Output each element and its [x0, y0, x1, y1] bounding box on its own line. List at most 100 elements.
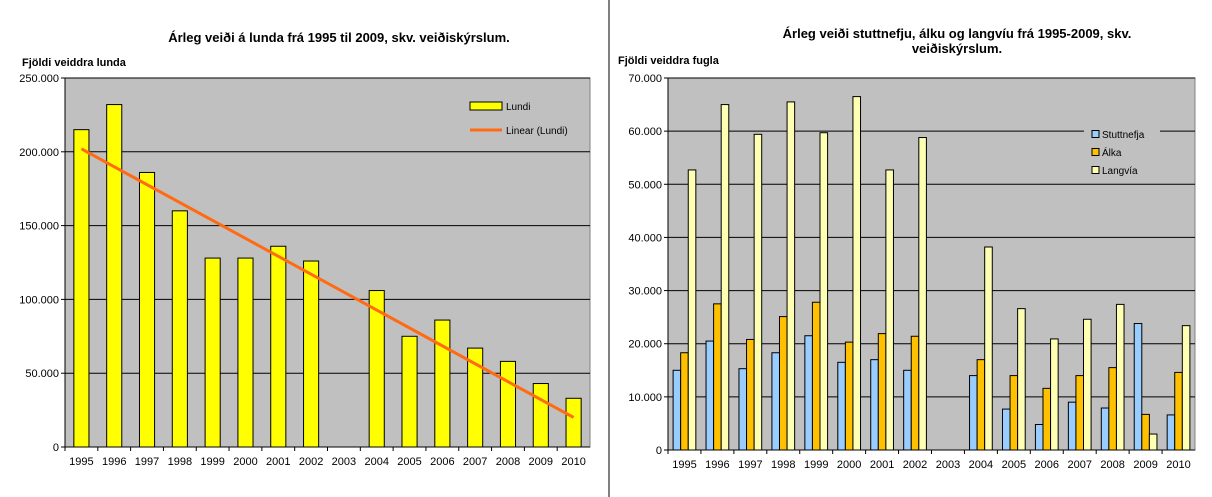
right-chart-bar-langv-a-2009	[1148, 433, 1158, 451]
left-chart-bar-lundi-2001	[270, 245, 287, 448]
right-chart-bar--lka-2007	[1075, 375, 1085, 451]
left-chart-bar-lundi-2006	[434, 319, 451, 448]
left-chart-bar-lundi-1999	[204, 257, 221, 448]
right-chart-bar--lka-2008	[1108, 367, 1117, 451]
right-chart-bar--lka-2004	[976, 359, 986, 451]
right-chart-title-line-1: Árleg veiði stuttnefju, álku og langvíu …	[783, 26, 1132, 41]
left-chart-xtick-label: 2003	[332, 456, 356, 468]
right-chart-bar-langv-a-1996	[720, 104, 730, 451]
right-chart-xtick-label: 2010	[1166, 459, 1190, 471]
right-chart-bar-stuttnefja-2000	[837, 361, 846, 451]
left-chart-bar-lundi-1997	[138, 171, 156, 448]
right-chart-xtick-label: 1996	[705, 459, 729, 471]
left-chart-bar-lundi-1995	[73, 129, 90, 448]
right-chart-ytick-label: 20.000	[628, 339, 662, 351]
left-chart-bar-lundi-2002	[303, 260, 320, 448]
right-chart-xtick-label: 2006	[1035, 459, 1059, 471]
left-chart-xtick-label: 1995	[69, 456, 93, 468]
right-chart-ytick-label: 60.000	[628, 126, 662, 138]
left-chart-bar-lundi-1998	[171, 210, 188, 448]
right-chart-bar-langv-a-2006	[1050, 338, 1059, 451]
left-chart-xtick-label: 2005	[397, 456, 421, 468]
left-chart-xtick-label: 2010	[561, 456, 585, 468]
left-chart-bar-lundi-2005	[401, 335, 418, 448]
left-chart-xtick-label: 2009	[529, 456, 553, 468]
left-chart-xtick-label: 1999	[200, 456, 224, 468]
left-chart-xtick-label: 2004	[364, 456, 388, 468]
right-chart-xtick-label: 1997	[738, 459, 762, 471]
left-chart-ytick-label: 0	[53, 442, 59, 454]
right-chart-bar-stuttnefja-2006	[1034, 423, 1044, 451]
left-chart-xtick-label: 2006	[430, 456, 454, 468]
left-chart-title: Árleg veiði á lunda frá 1995 til 2009, s…	[168, 30, 510, 45]
right-chart-bar-langv-a-2007	[1083, 318, 1092, 451]
right-chart-bar-stuttnefja-2009	[1133, 323, 1143, 451]
left-chart-bar-lundi-2010	[565, 397, 582, 448]
right-chart-bar-stuttnefja-2004	[969, 375, 978, 451]
right-chart-bar-stuttnefja-2001	[870, 359, 879, 451]
left-chart-ylabel: Fjöldi veiddra lunda	[22, 57, 127, 69]
right-chart-bar-stuttnefja-2002	[903, 369, 912, 451]
left-chart-ytick-label: 250.000	[19, 73, 59, 85]
right-chart-xtick-label: 2003	[936, 459, 960, 471]
right-chart-bar-langv-a-1997	[753, 133, 763, 451]
right-chart-bar-langv-a-2002	[918, 137, 927, 451]
left-chart-bar-lundi-2004	[368, 290, 385, 448]
right-chart-bar-langv-a-2005	[1017, 308, 1026, 451]
right-chart-xtick-label: 2009	[1133, 459, 1157, 471]
left-chart-bar-lundi-2007	[467, 347, 484, 448]
left-chart-trendline	[80, 147, 575, 419]
right-chart-bar-langv-a-2000	[852, 96, 862, 451]
left-chart-xtick-label: 2007	[463, 456, 487, 468]
right-chart-xtick-label: 2001	[870, 459, 894, 471]
right-chart-xtick-label: 2007	[1067, 459, 1091, 471]
right-chart-bar-langv-a-1999	[819, 132, 829, 451]
right-chart-bar-stuttnefja-1995	[672, 369, 682, 451]
right-chart-bar-stuttnefja-2007	[1067, 401, 1077, 451]
left-chart-legend-label: Linear (Lundi)	[506, 126, 568, 137]
left-chart-ytick-label: 50.000	[25, 368, 59, 380]
left-chart-xtick-label: 2001	[266, 456, 290, 468]
left-chart-bar-lundi-2008	[499, 360, 517, 448]
right-chart-ytick-label: 50.000	[628, 179, 662, 191]
left-chart-xtick-label: 2008	[496, 456, 520, 468]
right-chart-bar-stuttnefja-2008	[1100, 407, 1110, 451]
right-chart-legend-label: Langvía	[1102, 166, 1138, 177]
right-chart-bar-stuttnefja-1999	[804, 335, 813, 451]
left-chart-xtick-label: 1998	[168, 456, 192, 468]
right-chart-bar--lka-2005	[1009, 375, 1019, 451]
right-chart-legend-swatch	[1091, 166, 1100, 174]
right-chart-bar--lka-2010	[1174, 371, 1183, 451]
right-chart-xtick-label: 2000	[837, 459, 861, 471]
right-chart-bar-stuttnefja-1998	[771, 352, 780, 451]
right-chart-title-line-2: veiðiskýrslum.	[912, 41, 1002, 56]
right-chart-bar--lka-2000	[844, 341, 854, 451]
left-chart-xtick-label: 1997	[135, 456, 159, 468]
right-chart-bar--lka-2009	[1141, 413, 1150, 451]
right-chart-bar--lka-1996	[713, 303, 722, 451]
right-chart-bar--lka-1995	[680, 352, 689, 451]
right-chart-bar-stuttnefja-1996	[705, 340, 715, 451]
right-chart-ytick-label: 30.000	[628, 286, 662, 298]
right-chart-bar-langv-a-2008	[1115, 303, 1125, 451]
right-chart-ytick-label: 70.000	[628, 73, 662, 85]
right-chart-ytick-label: 40.000	[628, 232, 662, 244]
right-chart-bar-stuttnefja-2005	[1001, 408, 1011, 451]
right-chart-ytick-label: 10.000	[628, 392, 662, 404]
right-chart-xtick-label: 1999	[804, 459, 828, 471]
right-chart-legend-swatch	[1091, 130, 1100, 138]
right-chart-xtick-label: 2005	[1002, 459, 1026, 471]
right-chart-bar-stuttnefja-2010	[1166, 414, 1176, 451]
right-chart-bar--lka-2002	[910, 335, 920, 451]
right-chart-bar-langv-a-2004	[984, 246, 993, 451]
right-chart-legend-swatch	[1091, 148, 1100, 156]
left-chart-xtick-label: 2002	[299, 456, 323, 468]
right-chart-xtick-label: 1995	[672, 459, 696, 471]
right-chart-bar-langv-a-2010	[1181, 325, 1191, 451]
right-chart-bar-langv-a-1998	[786, 101, 796, 451]
right-chart-bar-langv-a-2001	[885, 169, 894, 451]
right-chart-bar-stuttnefja-1997	[738, 368, 748, 451]
right-chart-bar--lka-2001	[877, 333, 887, 451]
left-chart-ytick-label: 150.000	[19, 221, 59, 233]
